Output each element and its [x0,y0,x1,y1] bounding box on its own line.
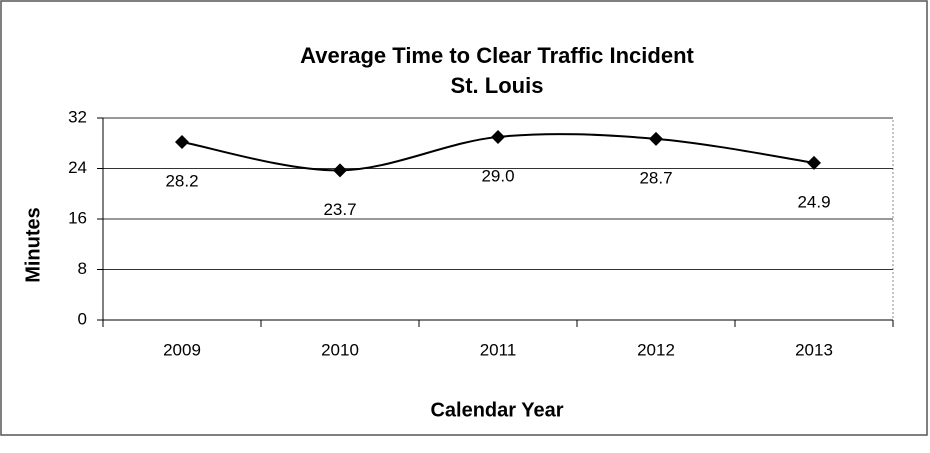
y-tick-label: 16 [68,208,87,227]
data-label: 28.7 [639,168,672,187]
marker [649,131,663,146]
chart-border [0,0,928,436]
data-label: 29.0 [481,166,514,185]
x-tick-label: 2010 [321,340,359,359]
data-label: 28.2 [165,171,198,190]
x-axis-label: Calendar Year [430,399,563,421]
chart-subtitle: St. Louis [451,73,544,98]
y-tick-label: 24 [68,158,87,177]
marker [175,134,189,149]
y-tick-label: 32 [68,107,87,126]
x-tick-label: 2009 [163,340,201,359]
data-label: 24.9 [797,192,830,211]
marker [333,163,347,178]
marker [491,129,505,144]
x-tick-label: 2012 [637,340,675,359]
x-tick-label: 2013 [795,340,833,359]
marker [807,155,821,170]
data-label: 23.7 [323,200,356,219]
y-tick-label: 8 [78,259,87,278]
y-tick-label: 0 [78,309,87,328]
x-tick-label: 2011 [480,340,517,359]
chart-title: Average Time to Clear Traffic Incident [300,43,694,68]
y-axis-label: Minutes [22,207,44,283]
